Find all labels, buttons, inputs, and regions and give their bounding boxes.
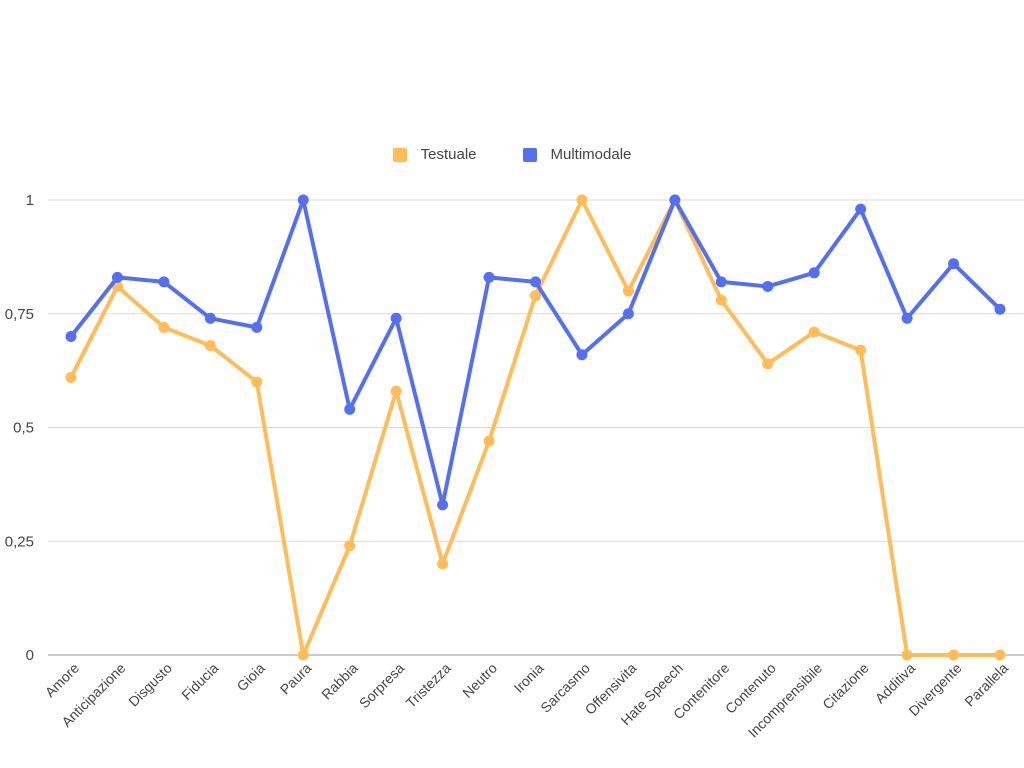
data-point-multimodale <box>65 331 77 342</box>
data-point-testuale <box>65 371 77 383</box>
data-point-multimodale <box>483 271 495 283</box>
data-point-testuale <box>158 321 170 333</box>
legend-swatch-multimodale <box>522 147 537 162</box>
data-point-testuale <box>762 358 774 370</box>
data-point-multimodale <box>808 267 820 279</box>
x-tick-label: Paura <box>277 660 315 698</box>
data-point-testuale <box>576 194 588 206</box>
data-point-multimodale <box>669 194 681 206</box>
data-point-multimodale <box>576 349 588 361</box>
legend-label-testuale: Testuale <box>420 146 477 163</box>
x-tick-label: Ironia <box>511 660 547 696</box>
data-point-testuale <box>204 340 216 352</box>
data-point-multimodale <box>715 276 727 288</box>
data-point-testuale <box>297 649 309 661</box>
data-point-multimodale <box>390 312 402 324</box>
data-point-testuale <box>808 326 820 338</box>
legend-item-multimodale[interactable]: Multimodale <box>522 146 632 163</box>
y-tick-label: 0,5 <box>13 420 34 437</box>
data-point-testuale <box>855 344 867 356</box>
x-tick-label: Fiducia <box>178 660 221 703</box>
x-tick-label: Neutro <box>459 660 500 701</box>
data-point-testuale <box>622 285 634 297</box>
legend: Testuale Multimodale <box>0 146 1024 163</box>
data-point-multimodale <box>901 312 913 324</box>
x-tick-label: Amore <box>42 660 83 701</box>
x-tick-label: Gioia <box>233 660 268 695</box>
x-tick-label: Additiva <box>872 660 919 707</box>
x-tick-label: Disgusto <box>125 660 175 710</box>
data-point-testuale <box>901 649 913 661</box>
data-point-multimodale <box>994 303 1006 315</box>
data-point-multimodale <box>530 276 541 288</box>
y-tick-label: 0,25 <box>5 533 34 550</box>
data-point-multimodale <box>855 203 867 215</box>
data-point-multimodale <box>437 499 449 511</box>
legend-swatch-testuale <box>392 147 407 162</box>
data-point-multimodale <box>762 280 774 292</box>
data-point-multimodale <box>297 194 309 206</box>
data-point-testuale <box>437 558 449 570</box>
x-tick-label: Parallela <box>961 660 1011 710</box>
x-tick-label: Citazione <box>819 660 872 713</box>
data-point-multimodale <box>622 308 634 320</box>
data-point-testuale <box>483 435 495 447</box>
x-tick-label: Sorpresa <box>356 660 408 712</box>
data-point-testuale <box>994 649 1006 661</box>
y-tick-label: 0,75 <box>5 306 34 323</box>
y-tick-label: 1 <box>26 192 34 209</box>
data-point-multimodale <box>158 276 170 288</box>
data-point-multimodale <box>948 258 960 270</box>
data-point-multimodale <box>251 321 263 333</box>
data-point-multimodale <box>111 271 123 283</box>
x-tick-label: Rabbia <box>318 660 361 703</box>
data-point-testuale <box>530 290 541 302</box>
data-point-multimodale <box>344 403 356 415</box>
data-point-testuale <box>390 385 402 397</box>
y-tick-label: 0 <box>26 647 34 664</box>
data-point-testuale <box>251 376 263 388</box>
x-tick-label: Tristezza <box>403 660 454 711</box>
legend-item-testuale[interactable]: Testuale <box>392 146 477 163</box>
legend-label-multimodale: Multimodale <box>550 146 632 163</box>
data-point-testuale <box>344 540 356 552</box>
data-point-multimodale <box>204 312 216 324</box>
data-point-testuale <box>948 649 960 661</box>
data-point-testuale <box>715 294 727 306</box>
